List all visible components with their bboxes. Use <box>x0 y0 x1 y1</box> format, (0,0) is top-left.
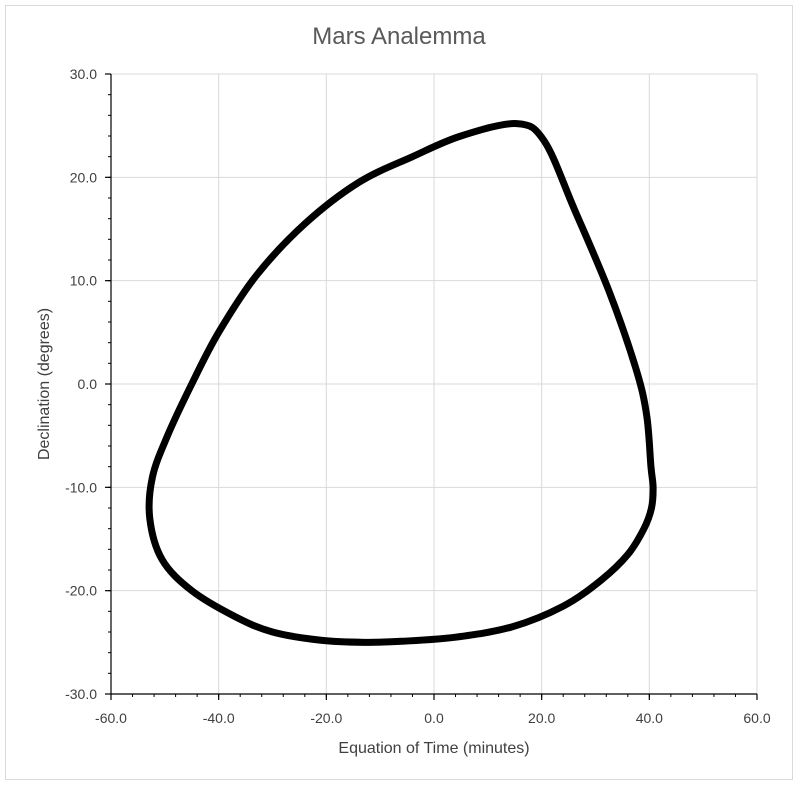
x-tick-label: 40.0 <box>636 710 663 726</box>
analemma-chart: -60.0 -40.0 -20.0 0.0 20.0 40.0 60.0 30.0 20.0 1… <box>36 23 771 757</box>
y-axis-title: Declination (degrees) <box>36 308 53 460</box>
y-tick-label: 0.0 <box>78 376 98 392</box>
chart-container: -60.0 -40.0 -20.0 0.0 20.0 40.0 60.0 30.0 20.0 1… <box>5 5 793 780</box>
y-tick-label: -20.0 <box>65 583 97 599</box>
x-tick-label: -20.0 <box>310 710 342 726</box>
y-tick-label: 20.0 <box>70 169 97 185</box>
y-tick-label: 10.0 <box>70 273 97 289</box>
x-tick-label: -40.0 <box>203 710 235 726</box>
y-gridlines <box>111 73 757 592</box>
y-tick-label: 30.0 <box>70 66 97 82</box>
minor-ticks <box>105 73 758 700</box>
y-tick-label: -10.0 <box>65 479 97 495</box>
x-tick-label: 0.0 <box>424 710 444 726</box>
x-tick-label: 60.0 <box>743 710 770 726</box>
analemma-curve <box>145 120 657 646</box>
axes <box>110 74 757 695</box>
x-tick-label: 20.0 <box>528 710 555 726</box>
x-axis-title: Equation of Time (minutes) <box>338 740 529 757</box>
y-tick-labels: 30.0 20.0 10.0 0.0 -10.0 -20.0 -30.0 <box>65 66 97 702</box>
x-tick-labels: -60.0 -40.0 -20.0 0.0 20.0 40.0 60.0 <box>95 710 771 726</box>
chart-title: Mars Analemma <box>312 23 486 50</box>
y-tick-label: -30.0 <box>65 686 97 702</box>
x-tick-label: -60.0 <box>95 710 127 726</box>
